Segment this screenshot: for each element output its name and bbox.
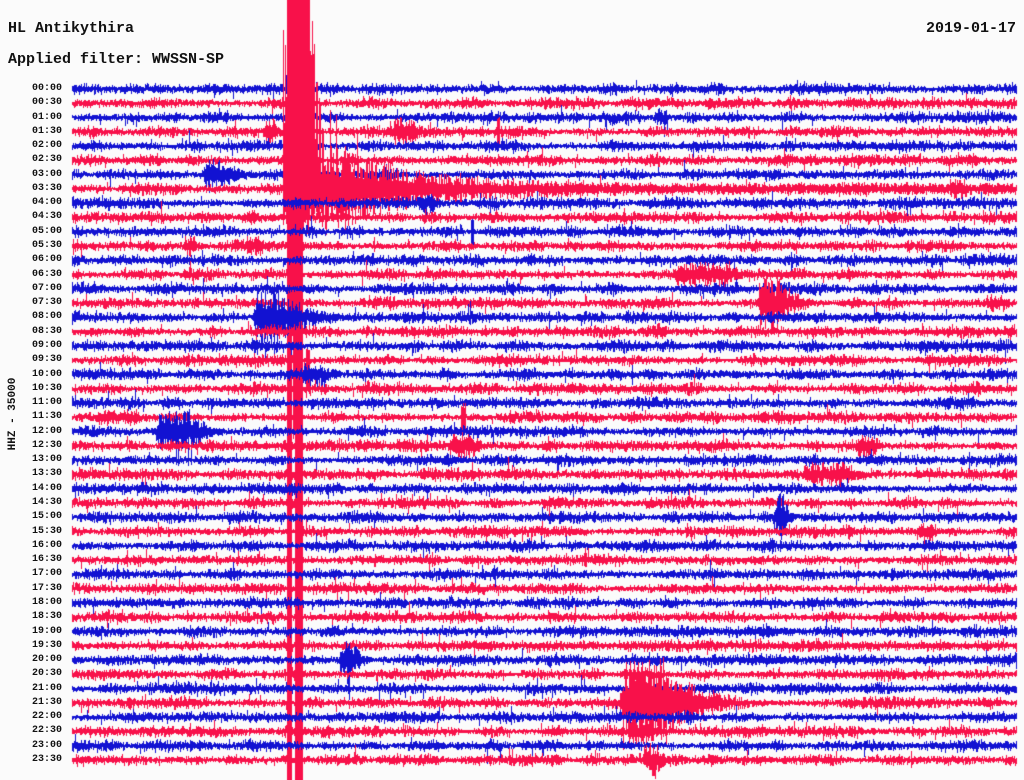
- row-time-label: 15:00: [31, 511, 62, 523]
- row-time-label: 12:00: [31, 425, 62, 437]
- applied-filter-label: Applied filter: WWSSN-SP: [8, 51, 225, 68]
- row-time-label: 05:30: [31, 240, 62, 252]
- plot-date: 2019-01-17: [925, 20, 1016, 37]
- row-time-label: 04:00: [31, 197, 62, 209]
- row-time-label: 23:00: [31, 739, 62, 751]
- row-time-label: 00:30: [31, 97, 62, 109]
- row-time-label: 12:30: [31, 439, 62, 451]
- row-time-label: 21:00: [31, 682, 62, 694]
- row-time-label: 13:00: [31, 454, 62, 466]
- row-time-label: 11:30: [31, 411, 62, 423]
- row-time-label: 09:00: [31, 339, 62, 351]
- row-time-label: 14:30: [31, 497, 62, 509]
- station-title: HL Antikythira: [8, 20, 135, 37]
- row-time-label: 00:00: [31, 83, 62, 94]
- row-time-label: 06:00: [31, 254, 62, 266]
- row-time-label: 01:00: [31, 111, 62, 123]
- row-time-label: 07:00: [31, 282, 62, 294]
- row-time-label: 08:00: [31, 311, 62, 323]
- row-time-label: 15:30: [31, 525, 62, 537]
- row-time-label: 02:00: [31, 140, 62, 152]
- row-time-label: 01:30: [31, 125, 62, 137]
- row-time-label: 10:00: [31, 368, 62, 380]
- row-time-label: 16:30: [31, 554, 62, 566]
- row-time-label: 18:00: [31, 596, 62, 608]
- row-time-label: 03:00: [31, 168, 62, 180]
- channel-scale-label: HHZ - 35000: [7, 377, 19, 451]
- row-time-label: 05:00: [31, 225, 62, 237]
- row-time-label: 17:00: [31, 568, 62, 580]
- row-time-label: 16:00: [31, 539, 62, 551]
- row-time-label: 20:00: [31, 654, 62, 666]
- row-time-label: 19:30: [31, 639, 62, 651]
- row-time-label: 21:30: [31, 696, 62, 708]
- row-time-label: 11:00: [31, 397, 62, 409]
- row-time-label: 14:00: [31, 482, 62, 494]
- row-time-label: 07:30: [31, 297, 62, 309]
- row-time-label: 09:30: [31, 354, 62, 366]
- row-time-label: 18:30: [31, 611, 62, 623]
- row-time-label: 17:30: [31, 582, 62, 594]
- row-time-label: 19:00: [31, 625, 62, 637]
- row-time-label: 08:30: [31, 325, 62, 337]
- row-time-label: 02:30: [31, 154, 62, 166]
- row-time-label: 10:30: [31, 382, 62, 394]
- row-time-label: 22:30: [31, 725, 62, 737]
- row-time-label: 13:30: [31, 468, 62, 480]
- row-time-label: 22:00: [31, 711, 62, 723]
- row-time-label: 20:30: [31, 668, 62, 680]
- row-time-label: 23:30: [31, 754, 62, 766]
- row-time-label: 06:30: [31, 268, 62, 280]
- row-time-label: 04:30: [31, 211, 62, 223]
- row-time-label: 03:30: [31, 182, 62, 194]
